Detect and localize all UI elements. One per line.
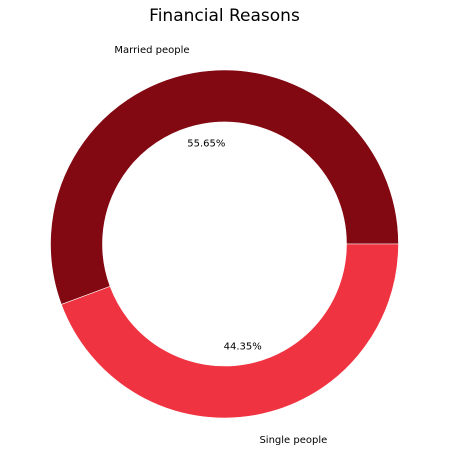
labels-group: Married people 55.65% Single people 44.35% <box>114 45 327 446</box>
slice-married-people <box>50 69 399 305</box>
slices-group <box>50 69 399 419</box>
slice-single-people <box>60 243 399 419</box>
slice-label: Married people <box>114 45 189 56</box>
slice-percent-label: 44.35% <box>224 341 262 352</box>
slice-label: Single people <box>259 435 327 446</box>
chart-title: Financial Reasons <box>149 6 300 26</box>
slice-percent-label: 55.65% <box>187 139 225 150</box>
